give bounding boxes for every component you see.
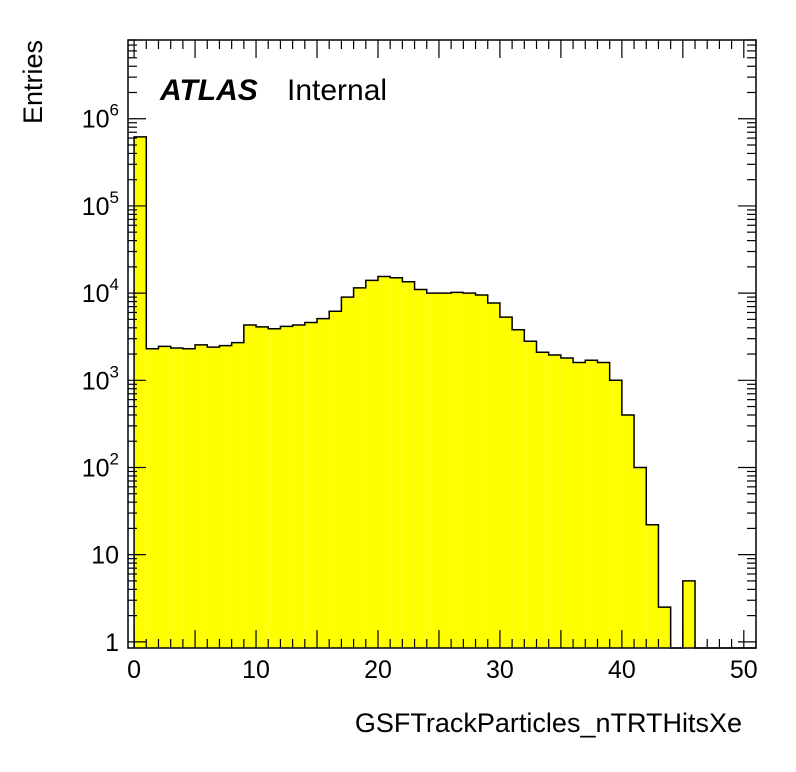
histogram-bar <box>158 346 171 648</box>
histogram-bar <box>219 345 232 648</box>
histogram-bar <box>585 360 598 648</box>
histogram-bar <box>365 280 378 648</box>
histogram-bar <box>243 325 257 648</box>
histogram-bar <box>438 293 452 648</box>
histogram-bar <box>353 287 366 648</box>
histogram-bar <box>548 355 561 648</box>
histogram-bar <box>292 325 305 648</box>
x-tick-labels: 0 10 20 30 40 50 <box>127 656 758 684</box>
histogram-outline <box>133 136 756 649</box>
y-tick-label: 102 <box>82 449 119 482</box>
atlas-label: ATLAS <box>159 74 258 107</box>
x-tick-label: 20 <box>364 656 392 684</box>
histogram-bar <box>256 326 269 648</box>
histogram-bar <box>329 311 342 648</box>
histogram-bar <box>402 281 415 648</box>
histogram-bar <box>597 362 610 648</box>
histogram-bar <box>377 276 391 648</box>
histogram-bar <box>609 380 622 648</box>
y-tick-label: 104 <box>82 275 119 308</box>
histogram-bar <box>146 348 159 648</box>
histogram-bar <box>195 344 208 648</box>
y-axis-title: Entries <box>18 40 48 124</box>
histogram-bar <box>646 524 659 648</box>
x-tick-label: 50 <box>730 656 758 684</box>
histogram-bar <box>463 293 476 648</box>
axis-ticks <box>128 39 757 648</box>
histogram-bars <box>134 136 696 648</box>
histogram-bar <box>317 318 330 648</box>
histogram-bar <box>524 341 537 648</box>
histogram-bar <box>573 362 586 648</box>
histogram-bar <box>621 414 635 648</box>
histogram-bar <box>170 347 183 648</box>
histogram-bar <box>487 303 500 648</box>
histogram-bar <box>682 580 696 648</box>
x-tick-label: 40 <box>608 656 636 684</box>
histogram-bar <box>634 467 647 648</box>
x-axis-title: GSFTrackParticles_nTRTHitsXe <box>355 708 742 738</box>
x-tick-label: 0 <box>127 656 141 684</box>
histogram-bar <box>414 289 427 648</box>
histogram-bar <box>390 277 403 648</box>
x-tick-label: 30 <box>486 656 514 684</box>
histogram-bar <box>451 292 464 648</box>
plot-frame <box>127 39 757 649</box>
histogram-bar <box>426 293 439 648</box>
y-tick-label: 10 <box>91 542 119 570</box>
histogram-bar <box>231 342 244 648</box>
y-tick-labels: 1 10 102 103 104 105 106 <box>82 101 119 657</box>
histogram-bar <box>560 358 574 648</box>
histogram-bar <box>268 328 281 648</box>
histogram-bar <box>280 326 293 648</box>
histogram-bar <box>304 322 318 648</box>
y-tick-label: 1 <box>105 629 119 657</box>
histogram-bar <box>536 352 549 648</box>
histogram-bar <box>207 347 220 648</box>
histogram-bar <box>182 348 196 648</box>
internal-label: Internal <box>287 74 387 107</box>
histogram-bar <box>341 297 354 648</box>
y-tick-label: 106 <box>82 101 119 134</box>
histogram-bar <box>512 329 525 648</box>
histogram-bar <box>658 607 671 648</box>
histogram-bar <box>499 317 513 648</box>
x-tick-label: 10 <box>242 656 270 684</box>
histogram-bar <box>134 136 147 648</box>
y-tick-label: 105 <box>82 188 119 221</box>
histogram-bar <box>475 295 488 648</box>
y-tick-label: 103 <box>82 362 119 395</box>
